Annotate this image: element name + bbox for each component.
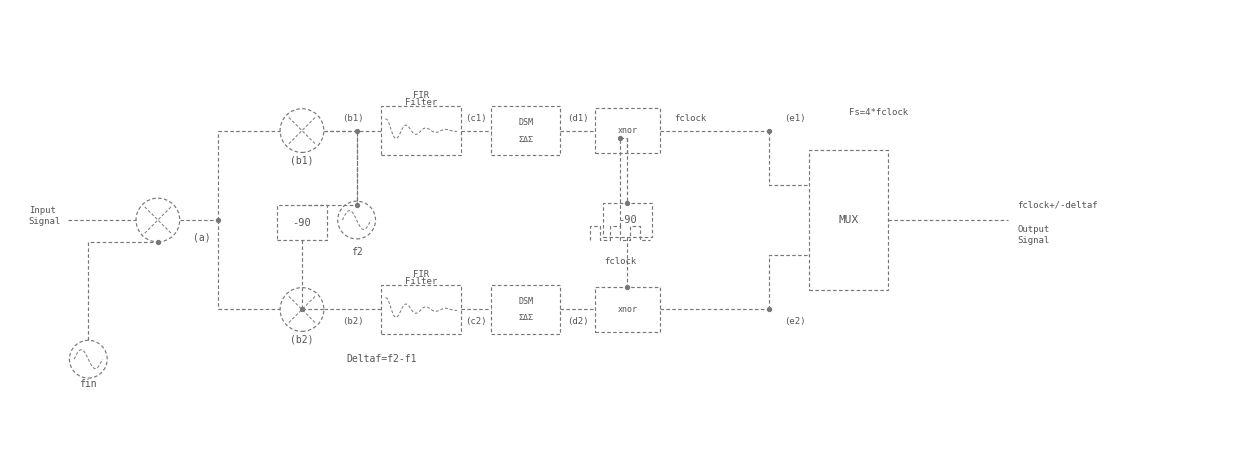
Text: Output
Signal: Output Signal [1018,225,1050,245]
Text: xnor: xnor [618,126,637,135]
Text: (e1): (e1) [784,114,806,123]
Text: (b2): (b2) [290,334,314,344]
Bar [382,106,461,155]
Text: Filter: Filter [405,98,438,107]
Text: (d2): (d2) [567,317,589,326]
Text: DSM: DSM [518,117,533,126]
Text: fclock: fclock [604,257,636,266]
Text: xnor: xnor [618,305,637,314]
Text: Input
Signal: Input Signal [29,207,61,226]
Text: (b1): (b1) [342,114,363,123]
Text: (b2): (b2) [342,317,363,326]
Bar [595,287,660,332]
Text: DSM: DSM [518,297,533,306]
Text: fclock: fclock [675,114,707,123]
Text: FIR: FIR [413,91,429,100]
Text: fclock+/-deltaf: fclock+/-deltaf [1018,201,1099,210]
Text: Filter: Filter [405,277,438,286]
Text: Deltaf=f2-f1: Deltaf=f2-f1 [346,354,417,364]
Text: -90: -90 [618,215,637,225]
Text: f2: f2 [351,247,362,257]
Bar [603,202,652,238]
Text: (a): (a) [192,233,211,243]
Text: (c2): (c2) [465,317,486,326]
Bar [277,205,327,240]
Text: MUX: MUX [838,215,859,225]
Bar [595,108,660,153]
Text: (d1): (d1) [567,114,589,123]
Bar [491,106,560,155]
Text: (e2): (e2) [784,317,806,326]
Text: fin: fin [79,379,97,389]
Text: Fs=4*fclock: Fs=4*fclock [848,108,908,117]
Text: -90: -90 [293,217,311,228]
Bar [382,285,461,334]
Text: (c1): (c1) [465,114,486,123]
Text: FIR: FIR [413,270,429,279]
Text: ΣΔΣ: ΣΔΣ [518,313,533,322]
Text: (b1): (b1) [290,155,314,166]
Bar [491,285,560,334]
Bar [808,150,888,290]
Text: ΣΔΣ: ΣΔΣ [518,135,533,144]
